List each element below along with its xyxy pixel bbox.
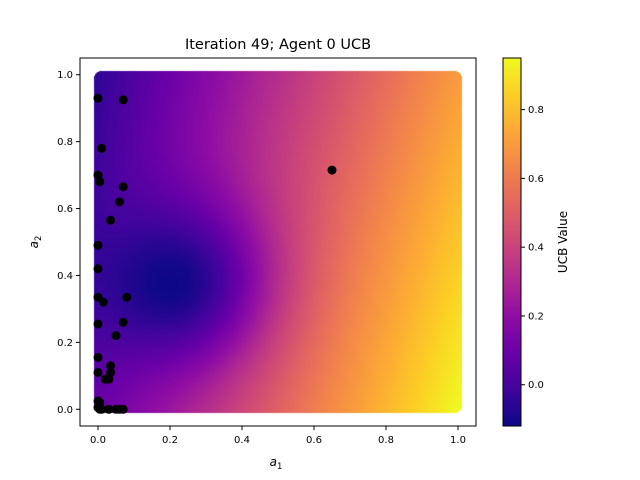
x-axis-ticks: 0.0 0.2 0.4 0.6 0.8 1.0 [90,426,466,446]
colorbar-tick-label: 0.2 [528,311,544,322]
sampled-point [98,297,108,307]
plot-frame [79,57,477,427]
y-axis-label-sub: 2 [34,236,44,241]
sampled-point [104,404,114,414]
x-tick-label: 0.2 [162,435,178,446]
y-tick-label: 0.2 [57,338,73,349]
sampled-point [122,292,132,302]
y-tick-label: 0.4 [57,271,73,282]
sampled-point [93,264,103,274]
colorbar-label: UCB Value [556,211,570,273]
sampled-point [106,361,116,371]
y-tick-label: 0.6 [57,204,73,215]
sampled-point [111,331,121,341]
x-tick-label: 1.0 [450,435,466,446]
y-tick-label: 0.8 [57,137,73,148]
sampled-point [104,374,114,384]
sampled-point [118,95,128,105]
x-tick-label: 0.4 [234,435,250,446]
x-axis-label-main: a [270,455,277,469]
y-axis-label-main: a [27,241,41,248]
colorbar [502,57,522,427]
y-axis-ticks: 0.0 0.2 0.4 0.6 0.8 1.0 [57,70,80,416]
sampled-point [93,367,103,377]
sampled-point [93,93,103,103]
x-axis-label: a1 [270,455,283,472]
sampled-point [97,404,107,414]
sampled-point [93,319,103,329]
x-tick-label: 0.6 [306,435,322,446]
ucb-heatmap [80,58,476,426]
x-axis-label-sub: 1 [277,462,282,472]
colorbar-ticks: 0.0 0.2 0.4 0.6 0.8 [521,105,544,391]
chart-title: Iteration 49; Agent 0 UCB [185,37,371,53]
y-tick-label: 1.0 [57,70,73,81]
sampled-point [93,240,103,250]
x-tick-label: 0.8 [378,435,394,446]
y-tick-label: 0.0 [57,405,73,416]
x-tick-label: 0.0 [90,435,106,446]
sampled-point [97,143,107,153]
colorbar-tick-label: 0.4 [528,243,544,254]
colorbar-tick-label: 0.6 [528,174,544,185]
colorbar-tick-label: 0.0 [528,380,544,391]
sampled-point [106,215,116,225]
y-axis-label: a2 [27,236,44,249]
sampled-point [95,177,105,187]
sampled-point [327,165,337,175]
sampled-point [118,317,128,327]
sampled-point [118,182,128,192]
colorbar-tick-label: 0.8 [528,105,544,116]
sampled-points [93,93,337,414]
sampled-point [118,404,128,414]
sampled-point [115,197,125,207]
sampled-point [93,352,103,362]
